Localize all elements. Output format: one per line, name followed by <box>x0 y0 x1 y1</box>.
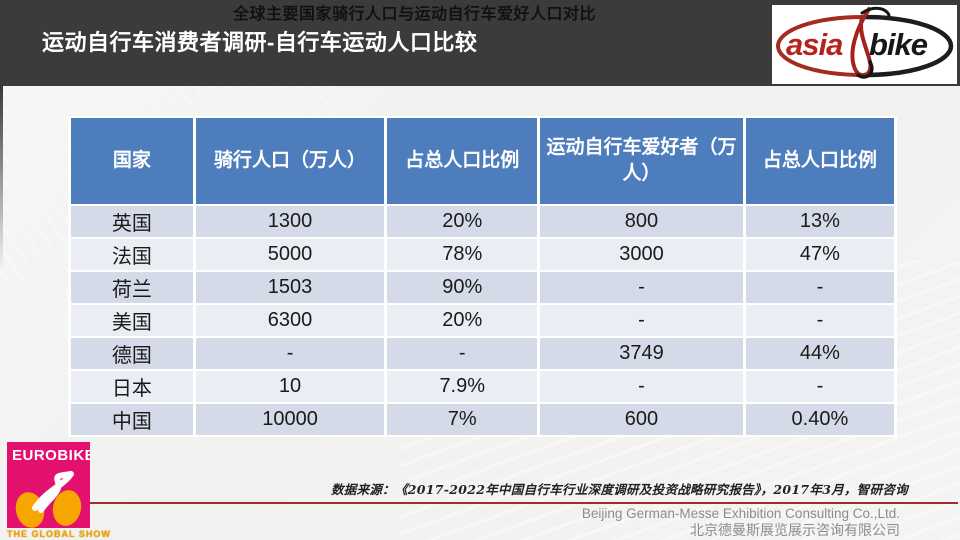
cell: 荷兰 <box>68 270 196 305</box>
cell: 78% <box>384 237 541 272</box>
cell: 1300 <box>192 204 388 239</box>
cell: 3749 <box>537 336 746 371</box>
column-header-population-ratio-1: 占总人口比例 <box>384 116 541 206</box>
cell: - <box>537 270 746 305</box>
footer-divider-line <box>88 502 958 504</box>
table-header-row: 国家 骑行人口（万人） 占总人口比例 运动自行车爱好者（万人） 占总人口比例 <box>68 116 898 206</box>
eurobike-tagline: THE GLOBAL SHOW <box>7 529 111 539</box>
cell: 10000 <box>192 402 388 437</box>
column-header-sport-bike-fans: 运动自行车爱好者（万人） <box>537 116 746 206</box>
table-row-netherlands: 荷兰 1503 90% - - <box>68 270 898 305</box>
cell: 日本 <box>68 369 196 404</box>
footer-company-en: Beijing German-Messe Exhibition Consulti… <box>581 506 900 521</box>
cell: 44% <box>742 336 898 371</box>
cell: - <box>537 369 746 404</box>
cell: - <box>742 369 898 404</box>
table-row-china: 中国 10000 7% 600 0.40% <box>68 402 898 437</box>
cell: 美国 <box>68 303 196 338</box>
asiabike-logo-word-asia: asia <box>786 27 843 62</box>
footer-company: Beijing German-Messe Exhibition Consulti… <box>582 506 900 539</box>
eurobike-cyclist-icon <box>15 471 82 528</box>
cell: 1503 <box>192 270 388 305</box>
data-source-note: 数据来源：《2017-2022年中国自行车行业深度调研及投资战略研究报告》，20… <box>330 482 908 497</box>
cell: 20% <box>384 204 541 239</box>
table-row-germany: 德国 - - 3749 44% <box>68 336 898 371</box>
cell: 英国 <box>68 204 196 239</box>
cell: 德国 <box>68 336 196 371</box>
cell: - <box>537 303 746 338</box>
column-header-cycling-population: 骑行人口（万人） <box>192 116 388 206</box>
table-row-japan: 日本 10 7.9% - - <box>68 369 898 404</box>
cell: 5000 <box>192 237 388 272</box>
page-title: 运动自行车消费者调研-自行车运动人口比较 <box>42 30 478 55</box>
cell: - <box>384 336 541 371</box>
column-header-population-ratio-2: 占总人口比例 <box>742 116 898 206</box>
comparison-table: 国家 骑行人口（万人） 占总人口比例 运动自行车爱好者（万人） 占总人口比例 英… <box>68 116 898 437</box>
cell: - <box>742 270 898 305</box>
footer-company-zh: 北京德曼斯展览展示咨询有限公司 <box>690 522 900 539</box>
cell: - <box>742 303 898 338</box>
cell: - <box>192 336 388 371</box>
cell: 600 <box>537 402 746 437</box>
cell: 90% <box>384 270 541 305</box>
cell: 6300 <box>192 303 388 338</box>
table-row-usa: 美国 6300 20% - - <box>68 303 898 338</box>
cell: 中国 <box>68 402 196 437</box>
cell: 10 <box>192 369 388 404</box>
eurobike-wordmark: EUROBIKE <box>12 447 90 464</box>
cell: 0.40% <box>742 402 898 437</box>
eurobike-logo: EUROBIKE <box>7 442 90 528</box>
asiabike-logo-word-bike: bike <box>869 27 928 62</box>
title-bar: 运动自行车消费者调研-自行车运动人口比较 asia bike <box>0 0 960 86</box>
cell: 13% <box>742 204 898 239</box>
asiabike-logo-graphic <box>775 6 954 79</box>
table-row-france: 法国 5000 78% 3000 47% <box>68 237 898 272</box>
cell: 3000 <box>537 237 746 272</box>
table-row-uk: 英国 1300 20% 800 13% <box>68 204 898 239</box>
asiabike-logo: asia bike <box>772 5 957 84</box>
cell: 20% <box>384 303 541 338</box>
column-header-country: 国家 <box>68 116 196 206</box>
cell: 7% <box>384 402 541 437</box>
table-caption: 全球主要国家骑行人口与运动自行车爱好人口对比 <box>232 6 596 23</box>
cell: 法国 <box>68 237 196 272</box>
cell: 800 <box>537 204 746 239</box>
cell: 47% <box>742 237 898 272</box>
cell: 7.9% <box>384 369 541 404</box>
left-edge-shadow <box>0 86 3 271</box>
